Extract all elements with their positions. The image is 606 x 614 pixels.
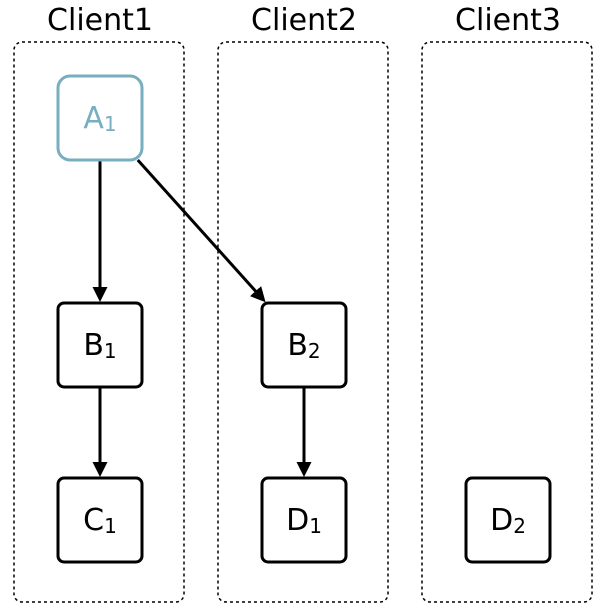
node-D1: D1 <box>262 478 346 562</box>
node-B2: B2 <box>262 303 346 387</box>
client3-label: Client3 <box>455 3 561 38</box>
node-A1: A1 <box>58 76 142 160</box>
client2-label: Client2 <box>251 3 357 38</box>
node-C1: C1 <box>58 478 142 562</box>
node-D2: D2 <box>466 478 550 562</box>
client1-label: Client1 <box>47 3 153 38</box>
diagram-canvas: Client1 Client2 Client3 A1 B1 C1 B2 D1 D2 <box>0 0 606 614</box>
node-B1: B1 <box>58 303 142 387</box>
edge-A1-B2 <box>138 160 264 300</box>
